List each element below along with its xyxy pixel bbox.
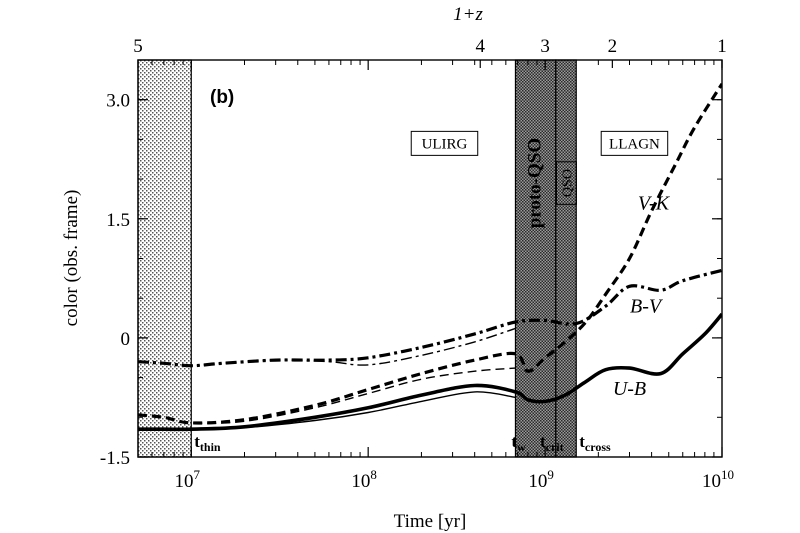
phase-label-box [410,130,479,156]
top-tick-label: 1 [717,36,727,57]
top-axis-title: 1+z [453,4,483,25]
time-marker-cross: tcross [579,432,611,454]
region-thin [137,59,192,458]
axis-ticks: 107 108 109 1010 3.0 1.5 0 -1.5 5 4 3 2 1 [100,36,734,492]
series-line-bv-thick [138,268,722,368]
phase-label-text: ULIRG [422,136,468,152]
panel-label: (b) [210,87,234,108]
series-label-v-k: V-K [638,192,671,214]
phase-label-qso: QSO [555,161,577,205]
top-tick-label: 4 [475,36,485,57]
series-line-bv-thin [138,327,516,367]
shaded-regions [137,59,577,458]
phase-label-text: LLAGN [609,136,660,152]
x-tick-label: 1010 [702,467,734,492]
time-marker-w: tw [511,432,526,454]
top-tick-label: 3 [540,36,550,57]
phase-label-box [555,161,577,205]
phase-labels: ULIRG LLAGN proto-QSO QSO [410,130,669,228]
x-tick-label: 108 [351,467,377,492]
phase-label-proto-qso: proto-QSO [524,138,545,228]
series-line-ub-thick [138,312,722,432]
phase-label-llagn: LLAGN [600,130,669,156]
y-tick-label: 3.0 [106,91,130,112]
time-marker-thin: tthin [194,432,221,454]
series-line-vk-thin [138,367,516,425]
x-tick-label: 109 [528,467,554,492]
region-proto-qso [514,59,557,458]
y-tick-label: -1.5 [100,448,130,469]
top-tick-label: 2 [608,36,618,57]
series-label-b-v: B-V [630,295,664,317]
phase-label-text: proto-QSO [524,138,545,228]
phase-label-text: QSO [560,169,575,197]
y-axis-title: color (obs. frame) [61,190,82,327]
x-tick-label: 107 [175,467,201,492]
series-line-vk-thick [138,82,722,425]
phase-label-ulirg: ULIRG [410,130,479,156]
phase-label-box [600,130,669,156]
time-marker-crit: tcrit [540,432,564,454]
series-lines [138,82,722,432]
series-label-u-b: U-B [613,378,646,400]
series-line-ub-thin [138,391,516,431]
top-tick-label: 5 [133,36,143,57]
time-markers: tthin tw tcrit tcross [194,432,611,454]
y-tick-label: 1.5 [106,210,130,231]
series-labels: V-K B-V U-B [613,192,671,400]
x-axis-title: Time [yr] [394,511,467,532]
y-tick-label: 0 [121,329,131,350]
